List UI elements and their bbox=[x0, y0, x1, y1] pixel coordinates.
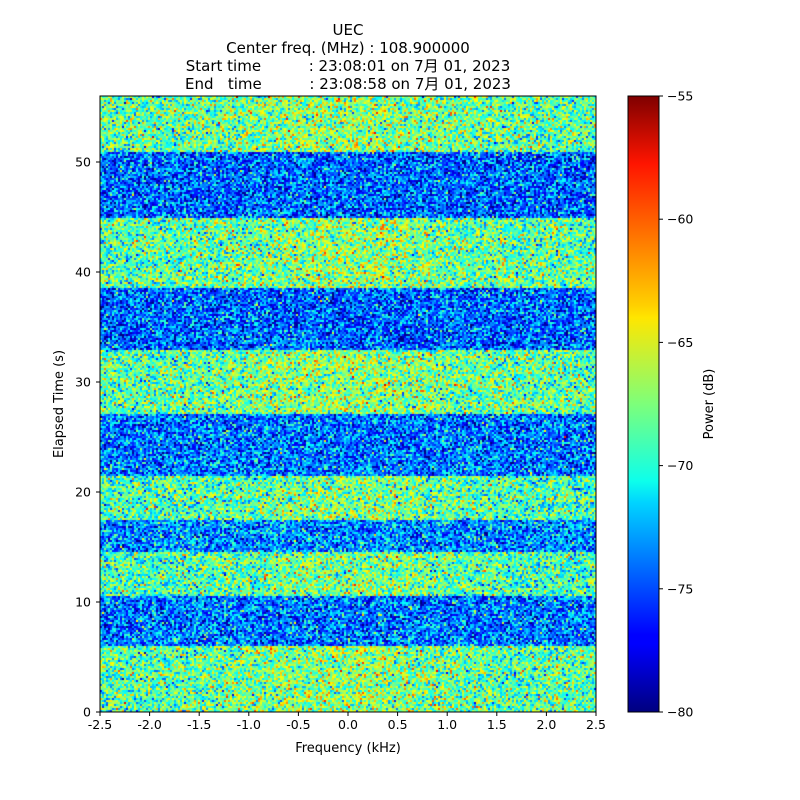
x-tick-label: -2.5 bbox=[88, 717, 112, 732]
colorbar-tick-label: −75 bbox=[667, 581, 693, 596]
x-axis-label: Frequency (kHz) bbox=[295, 741, 401, 756]
y-axis-label: Elapsed Time (s) bbox=[52, 350, 67, 458]
x-tick-label: 0.5 bbox=[388, 717, 408, 732]
colorbar-label: Power (dB) bbox=[702, 369, 717, 440]
colorbar-tick-label: −80 bbox=[667, 705, 693, 720]
chart-subtitle-end-time: End time : 23:08:58 on 7月 01, 2023 bbox=[185, 75, 511, 93]
x-tick-label: 0.0 bbox=[338, 717, 358, 732]
x-tick-label: -0.5 bbox=[286, 717, 310, 732]
x-tick-label: 1.0 bbox=[437, 717, 457, 732]
y-tick-label: 50 bbox=[75, 155, 91, 170]
colorbar-tick-label: −60 bbox=[667, 212, 693, 227]
x-tick-label: 1.5 bbox=[487, 717, 507, 732]
y-tick-label: 40 bbox=[75, 265, 91, 280]
colorbar-tick-label: −55 bbox=[667, 89, 693, 104]
x-tick-label: 2.5 bbox=[586, 717, 606, 732]
chart-title: UEC bbox=[332, 21, 364, 39]
spectrogram-heatmap bbox=[100, 96, 596, 712]
x-tick-label: -1.5 bbox=[187, 717, 211, 732]
y-tick-label: 0 bbox=[83, 705, 91, 720]
colorbar-axis: −80 −75 −70 −65 −60 −55 bbox=[659, 89, 693, 720]
y-tick-label: 20 bbox=[75, 485, 91, 500]
x-tick-label: 2.0 bbox=[536, 717, 556, 732]
x-tick-label: -1.0 bbox=[237, 717, 261, 732]
colorbar-tick-label: −65 bbox=[667, 335, 693, 350]
chart-subtitle-center-freq: Center freq. (MHz) : 108.900000 bbox=[226, 39, 470, 57]
chart-subtitle-start-time: Start time : 23:08:01 on 7月 01, 2023 bbox=[185, 57, 511, 75]
y-axis: 0 10 20 30 40 50 bbox=[75, 155, 100, 720]
colorbar-frame bbox=[627, 95, 660, 713]
colorbar bbox=[628, 96, 659, 712]
x-tick-label: -2.0 bbox=[137, 717, 161, 732]
colorbar-tick-label: −70 bbox=[667, 458, 693, 473]
y-tick-label: 30 bbox=[75, 375, 91, 390]
x-axis: -2.5 -2.0 -1.5 -1.0 -0.5 0.0 0.5 1.0 1.5 2.0 2.5 bbox=[88, 712, 606, 732]
y-tick-label: 10 bbox=[75, 595, 91, 610]
